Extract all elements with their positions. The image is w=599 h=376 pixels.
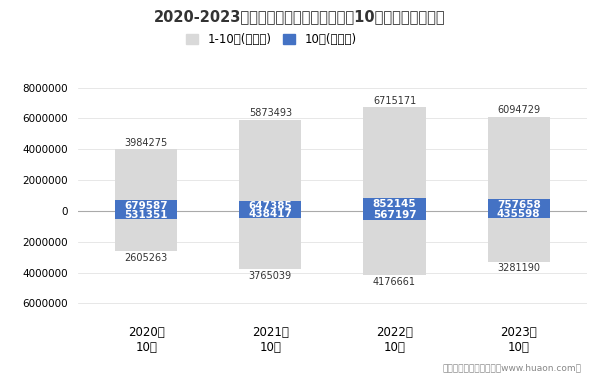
Text: 6715171: 6715171 [373,96,416,106]
Bar [115,200,177,211]
Bar [364,211,425,275]
Text: 制图：华经产业研究院（www.huaon.com）: 制图：华经产业研究院（www.huaon.com） [442,363,581,372]
Text: 567197: 567197 [373,210,416,220]
Text: 6094729: 6094729 [497,105,540,115]
Bar [115,211,177,251]
Bar [240,201,301,211]
Text: 757658: 757658 [497,200,540,210]
Bar [364,198,425,211]
Bar [115,211,177,219]
Text: 3281190: 3281190 [497,264,540,273]
Bar [488,199,550,211]
Text: 852145: 852145 [373,199,416,209]
Text: 4176661: 4176661 [373,277,416,287]
Legend: 1-10月(万美元), 10月(万美元): 1-10月(万美元), 10月(万美元) [181,28,361,51]
Bar [488,117,550,211]
Text: 5873493: 5873493 [249,109,292,118]
Bar [488,211,550,218]
Text: 679587: 679587 [125,201,168,211]
Text: 435598: 435598 [497,209,540,219]
Bar [240,211,301,218]
Bar [364,211,425,220]
Text: 438417: 438417 [249,209,292,219]
Bar [488,211,550,262]
Bar [240,211,301,269]
Text: 2020-2023年河南省商品收发货人所在地10月进、出口额统计: 2020-2023年河南省商品收发货人所在地10月进、出口额统计 [154,9,445,24]
Text: 531351: 531351 [125,210,168,220]
Text: 3765039: 3765039 [249,271,292,281]
Bar [115,150,177,211]
Text: 3984275: 3984275 [125,138,168,148]
Text: 647385: 647385 [249,201,292,211]
Bar [364,108,425,211]
Bar [240,120,301,211]
Text: 2605263: 2605263 [125,253,168,263]
